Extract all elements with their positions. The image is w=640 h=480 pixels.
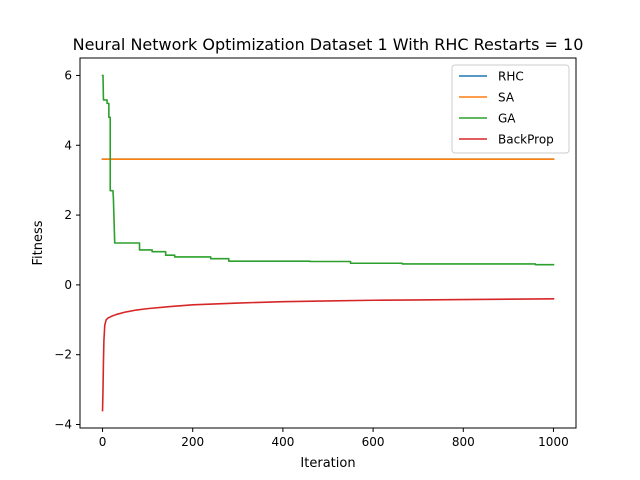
- chart-title: Neural Network Optimization Dataset 1 Wi…: [73, 35, 584, 54]
- y-tick-label: −4: [54, 418, 72, 432]
- x-tick-label: 400: [271, 435, 294, 449]
- legend-label-ga: GA: [498, 112, 516, 126]
- y-tick-label: 4: [64, 138, 72, 152]
- x-tick-label: 0: [99, 435, 107, 449]
- legend-label-rhc: RHC: [498, 70, 524, 84]
- x-axis: 0 200 400 600 800 1000: [99, 428, 569, 449]
- axes-frame: [79, 57, 577, 429]
- x-axis-label: Iteration: [300, 456, 355, 471]
- legend-box: [451, 64, 570, 154]
- legend-label-backprop: BackProp: [498, 133, 554, 147]
- y-axis: −4 −2 0 2 4 6: [54, 68, 80, 432]
- y-tick-label: −2: [54, 348, 72, 362]
- plot-area: [79, 57, 577, 429]
- legend-label-sa: SA: [498, 91, 515, 105]
- x-tick-label: 1000: [538, 435, 569, 449]
- series-layer: [101, 74, 555, 412]
- x-tick-label: 600: [362, 435, 385, 449]
- y-tick-label: 2: [64, 208, 72, 222]
- y-axis-label: Fitness: [31, 220, 46, 265]
- x-tick-label: 800: [452, 435, 475, 449]
- series-line-backprop: [101, 298, 555, 412]
- y-tick-label: 0: [64, 278, 72, 292]
- legend: RHC SA GA BackProp: [451, 64, 570, 154]
- y-tick-label: 6: [64, 68, 72, 82]
- x-tick-label: 200: [181, 435, 204, 449]
- series-line-ga: [101, 74, 555, 266]
